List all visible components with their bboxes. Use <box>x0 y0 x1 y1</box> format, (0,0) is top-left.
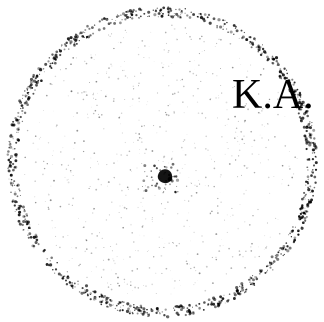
seal-inner-speckle <box>24 24 298 295</box>
seal-text: K.A. <box>232 72 314 118</box>
seal-center-mark <box>157 169 173 184</box>
seal-outer-ring <box>6 6 318 319</box>
